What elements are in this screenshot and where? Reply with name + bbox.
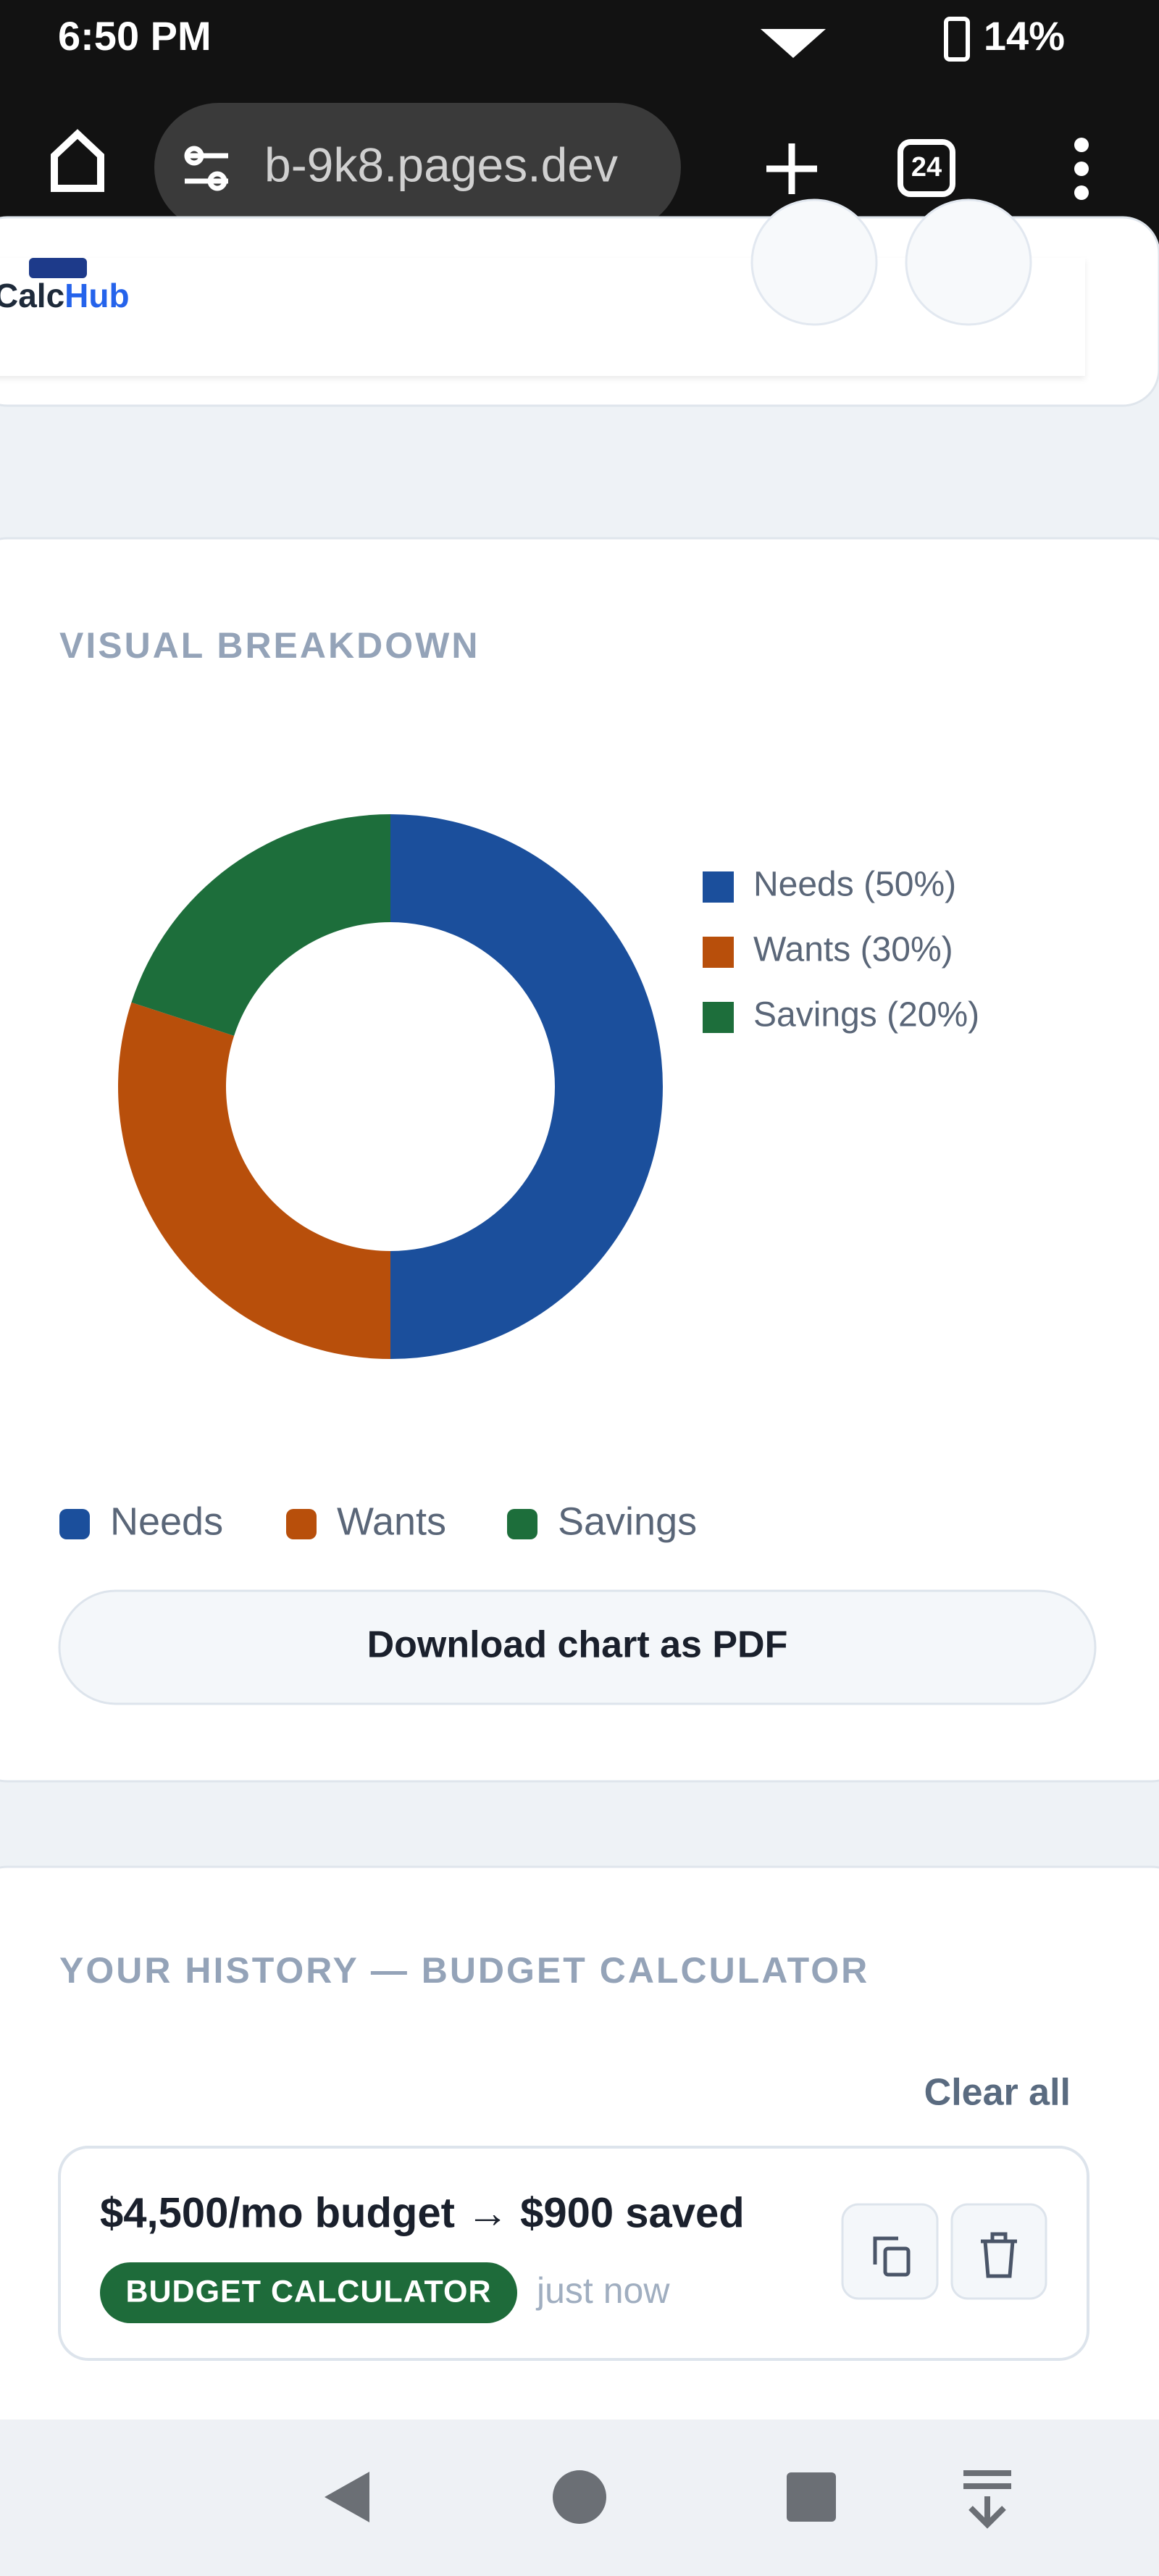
donut-slice — [390, 814, 663, 1359]
legend-swatch — [703, 871, 734, 903]
tabs-count[interactable]: 24 — [911, 152, 942, 183]
copy-icon — [873, 2236, 911, 2277]
status-time: 6:50 PM — [58, 13, 212, 59]
battery-icon — [944, 17, 970, 62]
home-nav-button[interactable] — [553, 2470, 606, 2524]
header-button[interactable] — [750, 198, 878, 326]
legend-label: Wants (30%) — [753, 931, 953, 969]
history-time: just now — [535, 2270, 670, 2311]
logo-icon — [29, 258, 87, 278]
legend-label: Savings (20%) — [753, 996, 979, 1034]
history-title: YOUR HISTORY — BUDGET CALCULATOR — [59, 1950, 869, 1991]
home-button[interactable] — [51, 129, 104, 192]
url-bar[interactable] — [154, 103, 681, 232]
site-info-icon[interactable] — [184, 146, 228, 191]
chart-title: VISUAL BREAKDOWN — [59, 625, 480, 666]
new-tab-button[interactable] — [766, 143, 817, 194]
copy-button[interactable] — [841, 2203, 939, 2300]
history-text: $4,500/mo budget → $900 saved — [100, 2189, 745, 2236]
donut-slice — [131, 814, 390, 1036]
download-label[interactable]: Download chart as PDF — [367, 1624, 788, 1666]
delete-icon — [981, 2232, 1017, 2278]
header — [0, 258, 1085, 376]
delete-button[interactable] — [950, 2203, 1047, 2300]
menu-button[interactable] — [1074, 138, 1089, 200]
url-text[interactable]: b-9k8.pages.dev — [264, 138, 618, 191]
recents-button[interactable] — [787, 2472, 836, 2522]
logo: CalcHub — [0, 277, 130, 314]
history-badge — [100, 2262, 517, 2323]
donut-chart: Needs (50%) Wants (30%) Savings (20%) Needs… — [59, 814, 979, 1543]
legend-label: Needs (50%) — [753, 866, 956, 904]
donut-slice — [117, 1002, 391, 1359]
collapse-button[interactable] — [963, 2470, 1011, 2529]
download-button[interactable] — [58, 1589, 1097, 1705]
legend-dot — [286, 1509, 317, 1539]
clear-all[interactable]: Clear all — [924, 2072, 1071, 2114]
tabs-button[interactable] — [898, 139, 955, 197]
legend-category: Needs — [110, 1500, 223, 1543]
legend-category: Wants — [337, 1500, 446, 1543]
badge-text: BUDGET CALCULATOR — [125, 2274, 491, 2309]
status-battery: 14% — [984, 13, 1065, 59]
back-button[interactable] — [325, 2472, 369, 2522]
legend-swatch — [703, 1002, 734, 1033]
legend-dot — [59, 1509, 90, 1539]
legend-category: Savings — [558, 1500, 697, 1543]
legend-dot — [507, 1509, 537, 1539]
theme-button[interactable] — [905, 198, 1032, 326]
wifi-icon — [761, 29, 826, 58]
legend-swatch — [703, 937, 734, 968]
